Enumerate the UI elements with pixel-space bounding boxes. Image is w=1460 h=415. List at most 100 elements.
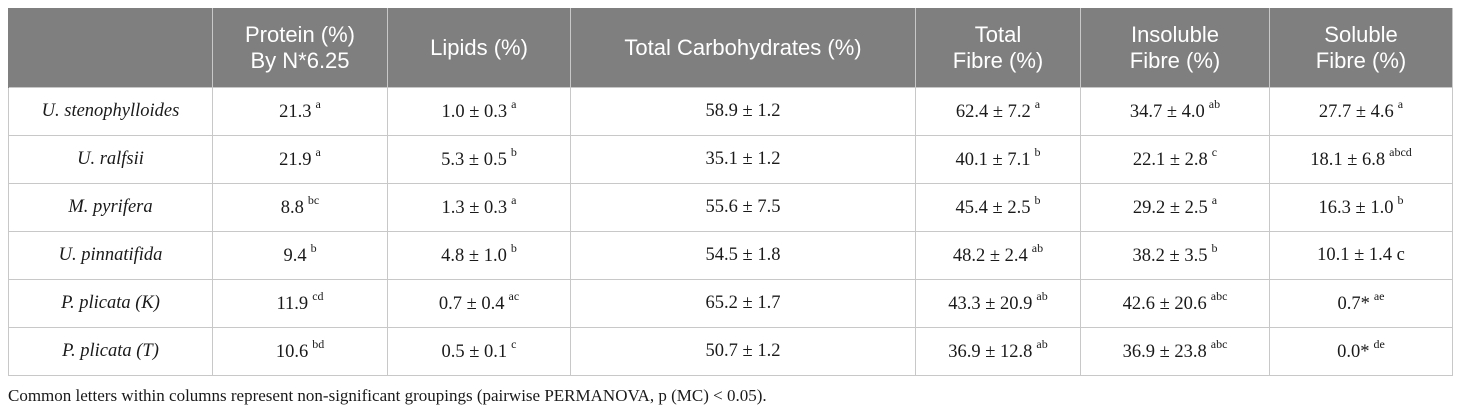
value-cell-protein: 8.8 bc [212,183,388,232]
cell-value: 50.7 ± 1.2 [705,341,781,361]
value-cell-insoluble-fibre: 22.1 ± 2.8 c [1080,135,1270,184]
cell-value: 43.3 ± 20.9 [948,294,1033,315]
significance-letters: a [315,145,321,160]
significance-letters: ac [508,289,520,304]
table-row: U. pinnatifida 9.4 b 4.8 ± 1.0 b 54.5 ± 1.8 48… [8,231,1453,280]
header-cell-lipids: Lipids (%) [387,8,571,88]
value-cell-total-fibre: 40.1 ± 7.1 b [915,135,1081,184]
value-cell-total-fibre: 36.9 ± 12.8 ab [915,327,1081,376]
cell-value: 1.3 ± 0.3 [441,198,508,219]
significance-letters: abcd [1389,145,1412,160]
significance-letters: a [511,193,517,208]
value-cell-lipids: 5.3 ± 0.5 b [387,135,571,184]
cell-value: 10.6 [275,342,309,363]
value-cell-soluble-fibre: 16.3 ± 1.0 b [1269,183,1453,232]
significance-letters: b [1034,193,1041,208]
cell-value: 27.7 ± 4.6 [1318,102,1394,123]
table-row: P. plicata (K) 11.9 cd 0.7 ± 0.4 ac 65.2 ± 1.… [8,279,1453,328]
value-cell-total-carbohydrates: 58.9 ± 1.2 [570,87,916,136]
value-cell-insoluble-fibre: 34.7 ± 4.0 ab [1080,87,1270,136]
species-cell: U. stenophylloides [8,87,213,136]
significance-letters: ab [1036,289,1048,304]
value-cell-total-fibre: 48.2 ± 2.4 ab [915,231,1081,280]
value-cell-soluble-fibre: 0.0* de [1269,327,1453,376]
cell-value: 65.2 ± 1.7 [705,293,781,313]
significance-letters: bc [307,193,320,208]
value-cell-lipids: 1.0 ± 0.3 a [387,87,571,136]
significance-letters: b [510,145,517,160]
significance-letters: cd [312,289,324,304]
cell-value: 29.2 ± 2.5 [1132,198,1208,219]
cell-value: 10.1 ± 1.4 c [1317,245,1405,265]
value-cell-total-carbohydrates: 35.1 ± 1.2 [570,135,916,184]
cell-value: 22.1 ± 2.8 [1132,150,1208,171]
table-header-row: Protein (%) By N*6.25 Lipids (%) Total C… [8,8,1453,88]
species-cell: U. ralfsii [8,135,213,184]
species-cell: U. pinnatifida [8,231,213,280]
header-cell-total-carbohydrates: Total Carbohydrates (%) [570,8,916,88]
significance-letters: b [1034,145,1041,160]
cell-value: 42.6 ± 20.6 [1122,294,1207,315]
cell-value: 45.4 ± 2.5 [955,198,1031,219]
significance-letters: ae [1373,289,1385,304]
significance-letters: ab [1031,241,1044,256]
table-body: U. stenophylloides 21.3 a 1.0 ± 0.3 a 58.9 ± … [8,87,1453,376]
significance-letters: c [511,337,517,352]
header-cell-protein: Protein (%) By N*6.25 [212,8,388,88]
cell-value: 4.8 ± 1.0 [441,246,507,267]
value-cell-total-carbohydrates: 50.7 ± 1.2 [570,327,916,376]
value-cell-soluble-fibre: 0.7* ae [1269,279,1453,328]
value-cell-protein: 21.3 a [212,87,388,136]
cell-value: 0.7 ± 0.4 [438,294,505,315]
table-row: P. plicata (T) 10.6 bd 0.5 ± 0.1 c 50.7 ± 1.2… [8,327,1453,376]
value-cell-soluble-fibre: 27.7 ± 4.6 a [1269,87,1453,136]
cell-value: 5.3 ± 0.5 [441,150,507,171]
header-cell-insoluble-fibre: Insoluble Fibre (%) [1080,8,1270,88]
cell-value: 38.2 ± 3.5 [1132,246,1208,267]
cell-value: 36.9 ± 23.8 [1122,342,1207,363]
value-cell-total-carbohydrates: 54.5 ± 1.8 [570,231,916,280]
significance-letters: de [1373,337,1385,352]
significance-letters: bd [312,337,325,352]
value-cell-insoluble-fibre: 42.6 ± 20.6 abc [1080,279,1270,328]
cell-value: 35.1 ± 1.2 [705,149,781,169]
value-cell-protein: 10.6 bd [212,327,388,376]
table-row: M. pyrifera 8.8 bc 1.3 ± 0.3 a 55.6 ± 7.5 45.4… [8,183,1453,232]
significance-letters: a [1397,97,1404,112]
species-cell: M. pyrifera [8,183,213,232]
value-cell-total-carbohydrates: 65.2 ± 1.7 [570,279,916,328]
significance-letters: a [315,97,321,112]
cell-value: 9.4 [283,246,307,267]
value-cell-insoluble-fibre: 36.9 ± 23.8 abc [1080,327,1270,376]
cell-value: 21.3 [279,102,312,123]
cell-value: 21.9 [279,150,312,171]
significance-letters: a [1034,97,1041,112]
value-cell-protein: 11.9 cd [212,279,388,328]
value-cell-total-carbohydrates: 55.6 ± 7.5 [570,183,916,232]
cell-value: 11.9 [276,294,309,315]
cell-value: 40.1 ± 7.1 [955,150,1031,171]
value-cell-insoluble-fibre: 29.2 ± 2.5 a [1080,183,1270,232]
value-cell-soluble-fibre: 10.1 ± 1.4 c [1269,231,1453,280]
value-cell-lipids: 0.5 ± 0.1 c [387,327,571,376]
value-cell-lipids: 1.3 ± 0.3 a [387,183,571,232]
species-cell: P. plicata (K) [8,279,213,328]
significance-letters: ab [1208,97,1221,112]
value-cell-total-fibre: 62.4 ± 7.2 a [915,87,1081,136]
species-cell: P. plicata (T) [8,327,213,376]
cell-value: 8.8 [280,198,304,219]
cell-value: 18.1 ± 6.8 [1310,150,1386,171]
cell-value: 36.9 ± 12.8 [948,342,1033,363]
significance-letters: b [1211,241,1218,256]
value-cell-protein: 21.9 a [212,135,388,184]
significance-letters: c [1211,145,1218,160]
significance-letters: abc [1210,337,1228,352]
cell-value: 34.7 ± 4.0 [1129,102,1205,123]
header-cell-species [8,8,213,88]
value-cell-lipids: 0.7 ± 0.4 ac [387,279,571,328]
significance-letters: b [1397,193,1404,208]
cell-value: 0.7* [1337,294,1370,315]
nutrient-composition-table: Protein (%) By N*6.25 Lipids (%) Total C… [8,8,1453,376]
cell-value: 54.5 ± 1.8 [705,245,781,265]
value-cell-total-fibre: 43.3 ± 20.9 ab [915,279,1081,328]
